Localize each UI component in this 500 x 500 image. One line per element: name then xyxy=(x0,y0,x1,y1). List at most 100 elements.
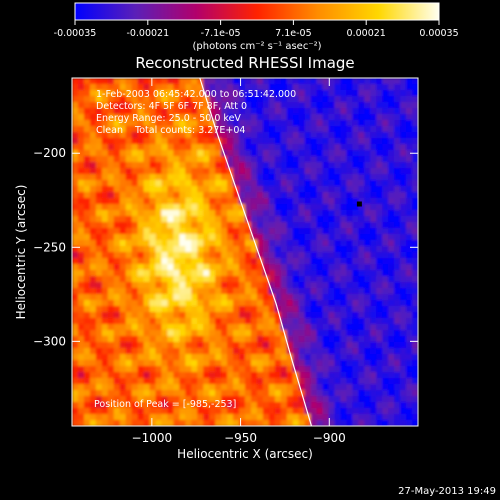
heatmap-cell xyxy=(352,348,359,355)
heatmap-cell xyxy=(340,306,348,313)
heatmap-cell xyxy=(388,108,395,115)
heatmap-cell xyxy=(262,252,270,259)
heatmap-cell xyxy=(298,258,306,265)
heatmap-cell xyxy=(286,174,294,181)
heatmap-cell xyxy=(298,180,306,187)
heatmap-cell xyxy=(358,228,365,235)
heatmap-cell xyxy=(137,78,145,85)
heatmap-cell xyxy=(77,234,85,241)
heatmap-cell xyxy=(233,282,240,289)
heatmap-cell xyxy=(400,90,407,97)
heatmap-cell xyxy=(125,336,133,343)
heatmap-cell xyxy=(394,210,401,217)
heatmap-cell xyxy=(346,78,353,85)
heatmap-cell xyxy=(274,234,282,241)
heatmap-cell xyxy=(119,276,127,283)
heatmap-cell xyxy=(268,132,276,139)
heatmap-cell xyxy=(131,378,139,385)
heatmap-cell xyxy=(412,192,418,199)
heatmap-cell xyxy=(298,336,306,343)
heatmap-cell xyxy=(137,312,145,319)
heatmap-cell xyxy=(77,114,85,121)
heatmap-cell xyxy=(382,90,389,97)
heatmap-cell xyxy=(292,228,300,235)
heatmap-cell xyxy=(107,348,115,355)
heatmap-cell xyxy=(268,312,276,319)
heatmap-cell xyxy=(167,288,175,295)
heatmap-cell xyxy=(364,402,371,409)
heatmap-cell xyxy=(72,348,79,355)
heatmap-cell xyxy=(346,108,353,115)
heatmap-cell xyxy=(262,198,270,205)
heatmap-cell xyxy=(250,240,258,247)
heatmap-cell xyxy=(197,210,204,217)
heatmap-cell xyxy=(328,252,336,259)
heatmap-cell xyxy=(143,390,151,397)
heatmap-cell xyxy=(412,96,418,103)
heatmap-cell xyxy=(250,354,258,361)
heatmap-cell xyxy=(262,414,270,421)
heatmap-cell xyxy=(125,258,133,265)
heatmap-cell xyxy=(155,354,163,361)
heatmap-cell xyxy=(221,264,228,271)
heatmap-cell xyxy=(233,210,240,217)
heatmap-cell xyxy=(346,114,353,121)
heatmap-cell xyxy=(346,240,353,247)
heatmap-cell xyxy=(352,162,359,169)
heatmap-cell xyxy=(358,210,365,217)
heatmap-cell xyxy=(179,366,186,373)
heatmap-cell xyxy=(72,204,79,211)
heatmap-cell xyxy=(382,240,389,247)
heatmap-cell xyxy=(406,318,413,325)
heatmap-cell xyxy=(328,162,336,169)
heatmap-cell xyxy=(322,198,330,205)
heatmap-cell xyxy=(143,420,151,426)
heatmap-cell xyxy=(77,144,85,151)
heatmap-cell xyxy=(400,192,407,199)
heatmap-cell xyxy=(412,384,418,391)
heatmap-cell xyxy=(382,276,389,283)
heatmap-cell xyxy=(310,162,318,169)
heatmap-cell xyxy=(358,420,365,426)
heatmap-cell xyxy=(334,78,342,85)
y-tick-label: −200 xyxy=(33,146,66,160)
heatmap-cell xyxy=(89,270,97,277)
heatmap-cell xyxy=(364,210,371,217)
heatmap-cell xyxy=(400,366,407,373)
heatmap-cell xyxy=(131,258,139,265)
heatmap-cell xyxy=(77,420,85,426)
heatmap-cell xyxy=(328,396,336,403)
heatmap-cell xyxy=(298,90,306,97)
heatmap-cell xyxy=(173,168,180,175)
heatmap-cell xyxy=(149,204,157,211)
heatmap-cell xyxy=(406,156,413,163)
heatmap-cell xyxy=(185,282,192,289)
heatmap-cell xyxy=(388,222,395,229)
heatmap-cell xyxy=(89,150,97,157)
heatmap-cell xyxy=(394,312,401,319)
heatmap-cell xyxy=(233,294,240,301)
heatmap-cell xyxy=(340,324,348,331)
heatmap-cell xyxy=(107,186,115,193)
heatmap-cell xyxy=(245,144,252,151)
heatmap-cell xyxy=(358,258,365,265)
heatmap-cell xyxy=(197,288,204,295)
heatmap-cell xyxy=(370,192,377,199)
heatmap-cell xyxy=(292,84,300,91)
heatmap-cell xyxy=(322,372,330,379)
heatmap-cell xyxy=(107,216,115,223)
heatmap-cell xyxy=(322,234,330,241)
heatmap-cell xyxy=(179,294,186,301)
heatmap-cell xyxy=(119,318,127,325)
heatmap-cell xyxy=(239,342,246,349)
heatmap-cell xyxy=(280,414,288,421)
heatmap-cell xyxy=(376,390,383,397)
heatmap-cell xyxy=(221,360,228,367)
heatmap-cell xyxy=(400,258,407,265)
colorbar-tick-label: -0.00035 xyxy=(54,28,97,39)
heatmap-cell xyxy=(262,276,270,283)
heatmap-cell xyxy=(167,180,175,187)
heatmap-cell xyxy=(203,390,210,397)
heatmap-cell xyxy=(280,354,288,361)
heatmap-cell xyxy=(191,258,198,265)
